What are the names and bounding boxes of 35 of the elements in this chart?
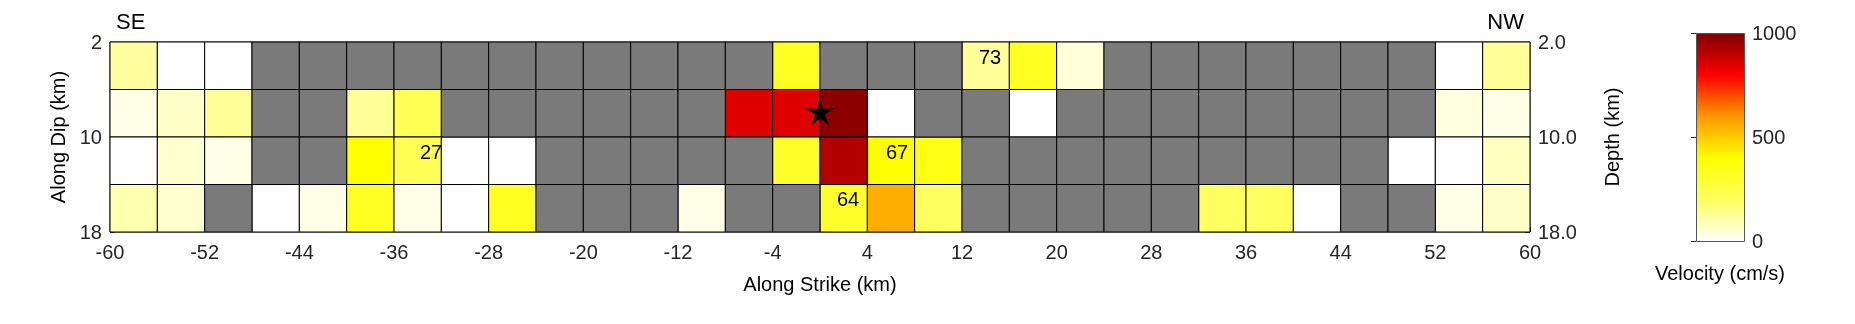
x-tick-label: -36: [379, 241, 409, 263]
color-bar-title: Velocity (cm/s): [1654, 262, 1786, 284]
y2-tick-label: 18.0: [1538, 221, 1577, 243]
y2-axis-title: Depth (km): [1601, 87, 1623, 187]
color-bar-label: 500: [1752, 126, 1786, 148]
x-tick-label: 36: [1234, 241, 1258, 263]
x-tick-label: 20: [1045, 241, 1068, 263]
x-tick-label: 60: [1518, 241, 1542, 263]
x-tick-label: 44: [1329, 241, 1352, 263]
x-tick-label: -4: [763, 241, 782, 263]
text: SE: [116, 8, 146, 34]
x-tick-label: 28: [1140, 241, 1163, 263]
y-axis-title: Along Dip (km): [47, 70, 69, 204]
x-tick-label: -28: [474, 241, 504, 263]
y2-tick-label: 2.0: [1538, 31, 1566, 53]
annotation: 64: [836, 188, 860, 210]
x-axis-title: Along Strike (km): [743, 273, 897, 295]
x-tick-label: -60: [95, 241, 125, 263]
text: NW: [1487, 8, 1525, 34]
annotation: 73: [978, 46, 1002, 68]
y-tick-label: 10: [79, 126, 102, 148]
x-tick-label: -44: [284, 241, 314, 263]
y2-tick-label: 10.0: [1538, 126, 1577, 148]
y-tick-label: 18: [79, 221, 102, 243]
x-tick-label: -20: [568, 241, 598, 263]
x-tick-label: -52: [190, 241, 220, 263]
annotation: 67: [885, 141, 909, 163]
y-tick-label: 2: [90, 31, 102, 53]
x-tick-label: 12: [950, 241, 974, 263]
x-tick-label: 4: [861, 241, 873, 263]
color-bar-label: 1000: [1752, 22, 1797, 44]
x-tick-label: -12: [663, 241, 693, 263]
annotation: 27: [419, 141, 443, 163]
x-tick-label: 52: [1424, 241, 1447, 263]
color-bar-label: 0: [1752, 230, 1764, 252]
